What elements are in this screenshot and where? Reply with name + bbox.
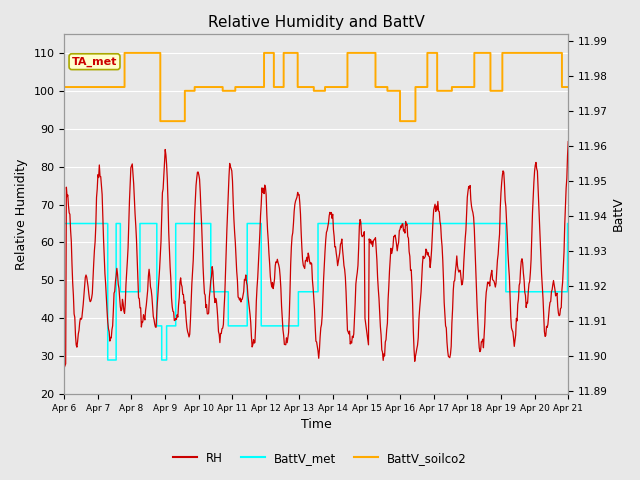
Legend: RH, BattV_met, BattV_soilco2: RH, BattV_met, BattV_soilco2 xyxy=(168,447,472,469)
Y-axis label: Relative Humidity: Relative Humidity xyxy=(15,158,28,270)
Title: Relative Humidity and BattV: Relative Humidity and BattV xyxy=(208,15,424,30)
Text: TA_met: TA_met xyxy=(72,57,117,67)
Y-axis label: BattV: BattV xyxy=(612,197,625,231)
X-axis label: Time: Time xyxy=(301,419,332,432)
